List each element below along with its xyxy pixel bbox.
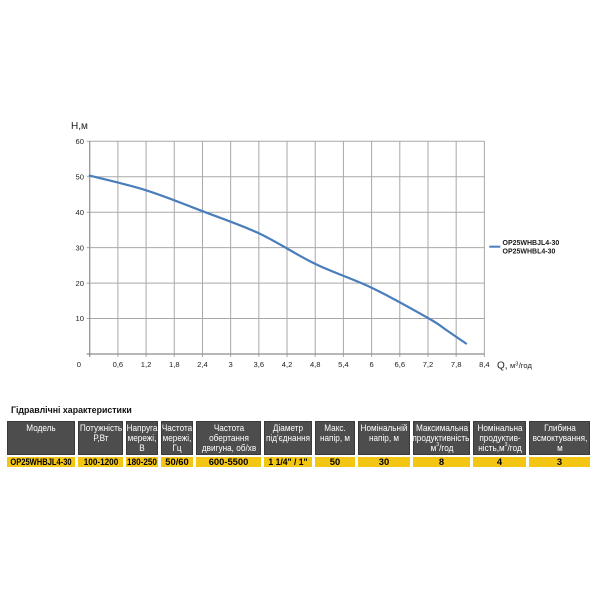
svg-text:OP25WHBJL4-30: OP25WHBJL4-30 [503,240,560,247]
svg-text:2,4: 2,4 [197,360,208,369]
svg-text:3,6: 3,6 [254,360,265,369]
svg-text:5,4: 5,4 [338,360,349,369]
svg-text:Н,м: Н,м [71,121,88,132]
svg-text:4,2: 4,2 [282,360,293,369]
svg-text:7,2: 7,2 [423,360,434,369]
svg-text:0: 0 [77,360,81,369]
svg-text:7,8: 7,8 [451,360,462,369]
svg-text:6: 6 [369,360,373,369]
svg-text:1,2: 1,2 [141,360,152,369]
svg-text:8,4: 8,4 [479,360,490,369]
svg-text:0,6: 0,6 [113,360,124,369]
svg-text:50: 50 [76,172,84,181]
svg-text:40: 40 [76,208,84,217]
svg-text:3: 3 [229,360,233,369]
svg-text:60: 60 [76,137,84,146]
svg-text:OP25WHBL4-30: OP25WHBL4-30 [503,249,556,256]
svg-text:Q,: Q, [497,361,508,372]
svg-text:м3/год: м3/год [510,361,532,370]
svg-text:4,8: 4,8 [310,360,321,369]
svg-text:30: 30 [76,243,84,252]
svg-text:10: 10 [76,314,84,323]
svg-text:20: 20 [76,279,84,288]
svg-text:6,6: 6,6 [395,360,406,369]
svg-text:1,8: 1,8 [169,360,180,369]
